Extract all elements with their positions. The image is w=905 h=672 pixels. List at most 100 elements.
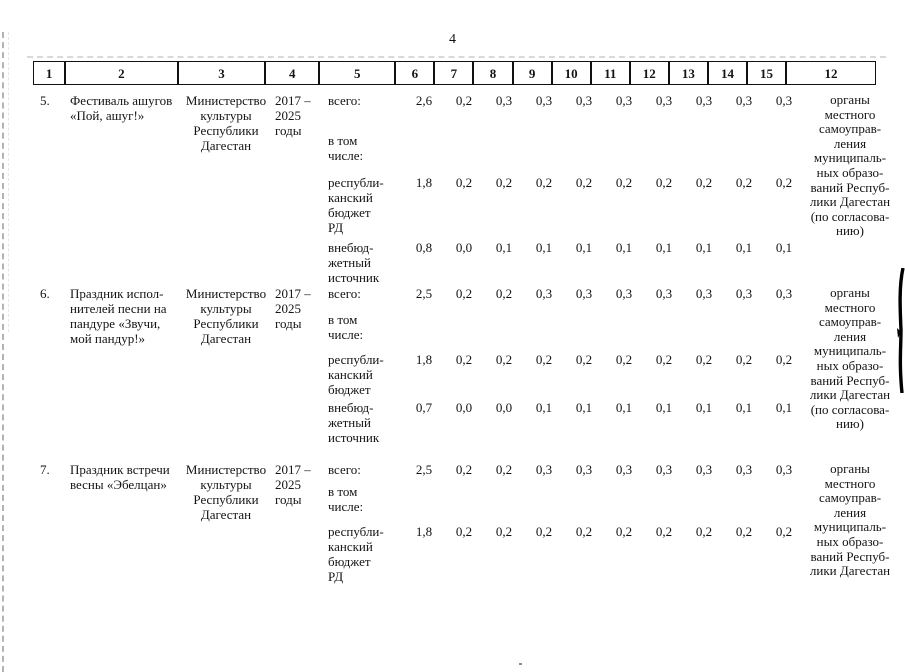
value-cell: 0,2 [655, 352, 673, 367]
value-cell: 0,8 [415, 240, 433, 255]
budget-block: всего: 2,6 0,2 0,3 0,3 0,3 0,3 0,3 0,3 0… [326, 93, 804, 286]
value-cell: 0,1 [535, 240, 553, 255]
value-cell: 0,2 [575, 524, 593, 539]
value-cell: 0,3 [695, 462, 713, 477]
budget-subrow-republican: республи- канский бюджет 1,8 0,2 0,2 0,2… [326, 352, 804, 400]
column-header-6: 6 [395, 61, 435, 85]
budget-subrow-total: всего: 2,6 0,2 0,3 0,3 0,3 0,3 0,3 0,3 0… [326, 93, 804, 133]
value-cell: 0,2 [495, 352, 513, 367]
budget-label: республи- канский бюджет РД [328, 175, 384, 235]
budget-label: внебюд- жетный источник [328, 240, 380, 285]
value-cell: 0,2 [455, 462, 473, 477]
value-row: 1,8 0,2 0,2 0,2 0,2 0,2 0,2 0,2 0,2 0,2 [404, 524, 804, 539]
page-number: 4 [449, 32, 456, 47]
value-cell: 0,2 [735, 524, 753, 539]
years: 2017 – 2025 годы [275, 462, 311, 507]
years: 2017 – 2025 годы [275, 93, 311, 138]
value-cell: 0,2 [495, 175, 513, 190]
row-number: 7. [40, 462, 50, 477]
value-row: 1,8 0,2 0,2 0,2 0,2 0,2 0,2 0,2 0,2 0,2 [404, 175, 804, 190]
value-cell: 2,5 [415, 286, 433, 301]
column-header-5: 5 [319, 61, 396, 85]
value-row: 0,8 0,0 0,1 0,1 0,1 0,1 0,1 0,1 0,1 0,1 [404, 240, 804, 255]
value-cell: 0,2 [495, 524, 513, 539]
value-row: 2,5 0,2 0,2 0,3 0,3 0,3 0,3 0,3 0,3 0,3 [404, 286, 804, 301]
budget-subrow-including: в том числе: [326, 133, 804, 175]
value-cell: 0,2 [455, 286, 473, 301]
value-cell: 0,3 [535, 286, 553, 301]
responsible-body: органы местного самоуправ- ления муницип… [809, 92, 891, 239]
value-cell: 0,3 [535, 462, 553, 477]
row-number: 5. [40, 93, 50, 108]
value-cell: 0,2 [735, 175, 753, 190]
value-cell: 0,1 [655, 240, 673, 255]
value-cell: 0,3 [535, 93, 553, 108]
value-cell: 0,2 [775, 352, 793, 367]
budget-label: в том числе: [328, 133, 364, 163]
value-cell: 0,2 [695, 175, 713, 190]
value-cell: 0,1 [575, 240, 593, 255]
value-cell: 0,1 [695, 240, 713, 255]
value-cell: 0,3 [655, 462, 673, 477]
budget-subrow-including: в том числе: [326, 484, 804, 524]
column-header-8: 8 [473, 61, 513, 85]
row-number: 6. [40, 286, 50, 301]
value-cell: 0,2 [775, 524, 793, 539]
budget-subrow-total: всего: 2,5 0,2 0,2 0,3 0,3 0,3 0,3 0,3 0… [326, 462, 804, 484]
column-header-11: 11 [590, 61, 630, 85]
value-row: 2,6 0,2 0,3 0,3 0,3 0,3 0,3 0,3 0,3 0,3 [404, 93, 804, 108]
column-header-9: 9 [512, 61, 552, 85]
value-cell: 0,1 [495, 240, 513, 255]
value-cell: 0,2 [655, 175, 673, 190]
budget-label: в том числе: [328, 484, 364, 514]
value-cell: 0,1 [775, 400, 793, 415]
value-cell: 0,2 [615, 352, 633, 367]
value-cell: 0,1 [735, 240, 753, 255]
value-cell: 0,3 [695, 286, 713, 301]
value-cell: 0,2 [575, 352, 593, 367]
event-name: Праздник испол- нителей песни на пандуре… [70, 286, 167, 346]
value-cell: 0,3 [575, 462, 593, 477]
column-header-16: 12 [786, 61, 876, 85]
value-cell: 0,3 [615, 462, 633, 477]
value-cell: 0,3 [775, 462, 793, 477]
column-header-14: 14 [707, 61, 747, 85]
value-cell: 0,1 [695, 400, 713, 415]
value-cell: 0,2 [735, 352, 753, 367]
value-cell: 2,6 [415, 93, 433, 108]
value-cell: 0,2 [535, 524, 553, 539]
value-cell: 0,2 [695, 352, 713, 367]
table-body: 5. Фестиваль ашугов «Пой, ашуг!» Министе… [33, 92, 890, 600]
value-cell: 1,8 [415, 175, 433, 190]
value-cell: 0,3 [615, 93, 633, 108]
value-cell: 0,2 [535, 352, 553, 367]
column-header-3: 3 [177, 61, 266, 85]
value-row: 0,7 0,0 0,0 0,1 0,1 0,1 0,1 0,1 0,1 0,1 [404, 400, 804, 415]
value-cell: 0,1 [615, 240, 633, 255]
value-cell: 0,2 [535, 175, 553, 190]
column-header-15: 15 [747, 61, 787, 85]
value-cell: 0,2 [655, 524, 673, 539]
value-cell: 0,2 [455, 352, 473, 367]
column-header-13: 13 [668, 61, 708, 85]
column-header-7: 7 [434, 61, 474, 85]
budget-label: внебюд- жетный источник [328, 400, 380, 445]
value-cell: 0,2 [495, 286, 513, 301]
value-cell: 0,2 [695, 524, 713, 539]
table-row: 5. Фестиваль ашугов «Пой, ашуг!» Министе… [33, 92, 890, 286]
value-cell: 0,2 [615, 175, 633, 190]
responsible-body: органы местного самоуправ- ления муницип… [809, 285, 891, 432]
budget-subrow-republican: республи- канский бюджет РД 1,8 0,2 0,2 … [326, 524, 804, 600]
event-name: Праздник встречи весны «Эбелцан» [70, 462, 170, 492]
value-cell: 0,2 [775, 175, 793, 190]
budget-label: в том числе: [328, 312, 364, 342]
value-cell: 0,3 [615, 286, 633, 301]
value-cell: 0,7 [415, 400, 433, 415]
budget-label: всего: [328, 286, 361, 301]
event-name: Фестиваль ашугов «Пой, ашуг!» [70, 93, 173, 123]
value-cell: 0,3 [655, 93, 673, 108]
value-cell: 0,3 [735, 286, 753, 301]
value-cell: 0,2 [615, 524, 633, 539]
value-cell: 0,1 [535, 400, 553, 415]
scan-artifact-right-mark [897, 268, 905, 393]
